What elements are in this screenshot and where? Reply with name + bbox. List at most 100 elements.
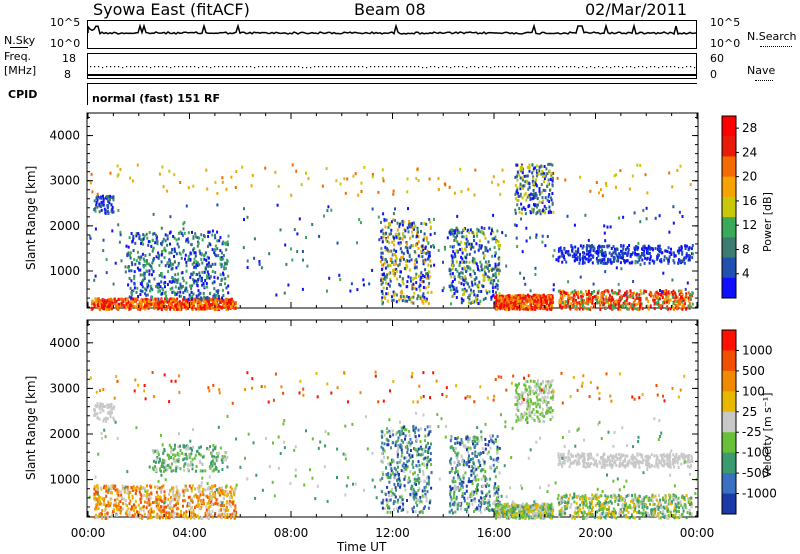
data-cell: [166, 261, 169, 265]
data-cell: [197, 499, 200, 503]
data-cell: [109, 501, 112, 505]
data-cell: [516, 245, 519, 249]
freq-dot: [622, 67, 624, 69]
data-cell: [552, 254, 555, 258]
data-cell: [362, 283, 365, 287]
data-cell: [397, 235, 400, 239]
data-cell: [524, 303, 527, 307]
data-cell: [421, 300, 424, 304]
data-cell: [388, 249, 391, 253]
data-cell: [94, 227, 97, 231]
data-cell: [140, 299, 142, 303]
data-cell: [225, 262, 228, 265]
data-cell: [106, 515, 109, 519]
data-cell: [380, 220, 382, 224]
data-cell: [551, 192, 554, 195]
freq-dot: [370, 66, 372, 68]
data-cell: [113, 300, 116, 303]
data-cell: [613, 250, 616, 253]
data-cell: [164, 285, 166, 289]
freq-dot: [178, 66, 180, 68]
data-cell: [168, 516, 171, 520]
data-cell: [617, 307, 620, 311]
data-cell: [218, 239, 221, 243]
freq-dot: [366, 67, 368, 69]
data-cell: [106, 206, 109, 210]
freq-dot: [542, 66, 544, 68]
data-cell: [491, 294, 494, 298]
data-cell: [177, 506, 180, 510]
data-cell: [552, 288, 555, 292]
data-cell: [514, 294, 517, 298]
data-cell: [428, 251, 431, 254]
data-cell: [235, 486, 238, 490]
freq-dot: [438, 67, 440, 69]
data-cell: [662, 301, 665, 304]
data-cell: [541, 175, 544, 178]
data-cell: [158, 516, 161, 520]
data-cell: [125, 244, 128, 248]
data-cell: [159, 467, 161, 471]
data-cell: [421, 447, 424, 451]
data-cell: [229, 502, 232, 506]
data-cell: [173, 247, 176, 251]
data-cell: [597, 289, 600, 293]
data-cell: [586, 246, 589, 250]
data-cell: [525, 304, 528, 308]
data-cell: [114, 484, 117, 488]
data-cell: [104, 416, 107, 420]
data-cell: [512, 299, 515, 303]
data-cell: [455, 286, 458, 290]
data-cell: [681, 293, 684, 297]
data-cell: [576, 258, 579, 262]
data-cell: [207, 256, 210, 260]
data-cell: [685, 294, 687, 298]
data-cell: [461, 235, 464, 239]
data-cell: [195, 294, 198, 298]
data-cell: [522, 184, 525, 188]
data-cell: [451, 258, 454, 262]
data-cell: [109, 487, 112, 491]
data-cell: [551, 296, 554, 300]
data-cell: [399, 294, 402, 298]
data-cell: [511, 307, 514, 311]
data-cell: [497, 240, 500, 244]
data-cell: [382, 235, 385, 239]
data-cell: [685, 256, 688, 260]
data-cell: [478, 239, 481, 243]
data-cell: [218, 493, 221, 497]
data-cell: [574, 257, 577, 260]
data-cell: [102, 503, 105, 506]
data-cell: [579, 301, 582, 305]
data-cell: [603, 257, 606, 261]
data-cell: [452, 234, 455, 238]
data-cell: [212, 298, 215, 302]
data-cell: [222, 497, 225, 501]
data-cell: [97, 306, 100, 310]
data-cell: [515, 224, 518, 228]
data-cell: [416, 167, 419, 171]
data-cell: [176, 290, 179, 294]
data-cell: [184, 289, 186, 293]
data-cell: [630, 303, 633, 306]
data-cell: [461, 288, 464, 292]
data-cell: [408, 259, 411, 263]
data-cell: [115, 305, 118, 309]
data-cell: [103, 497, 106, 501]
data-cell: [531, 207, 533, 211]
data-cell: [129, 499, 132, 503]
data-cell: [107, 204, 110, 208]
data-cell: [202, 282, 205, 285]
cpid-label: CPID: [8, 88, 38, 101]
data-cell: [534, 304, 537, 308]
data-cell: [227, 291, 230, 295]
data-cell: [672, 289, 675, 293]
data-cell: [124, 297, 127, 301]
data-cell: [479, 299, 482, 303]
data-cell: [381, 240, 384, 244]
data-cell: [535, 235, 538, 239]
data-cell: [132, 234, 135, 238]
data-cell: [215, 301, 218, 305]
data-cell: [127, 283, 130, 287]
data-cell: [141, 289, 144, 293]
